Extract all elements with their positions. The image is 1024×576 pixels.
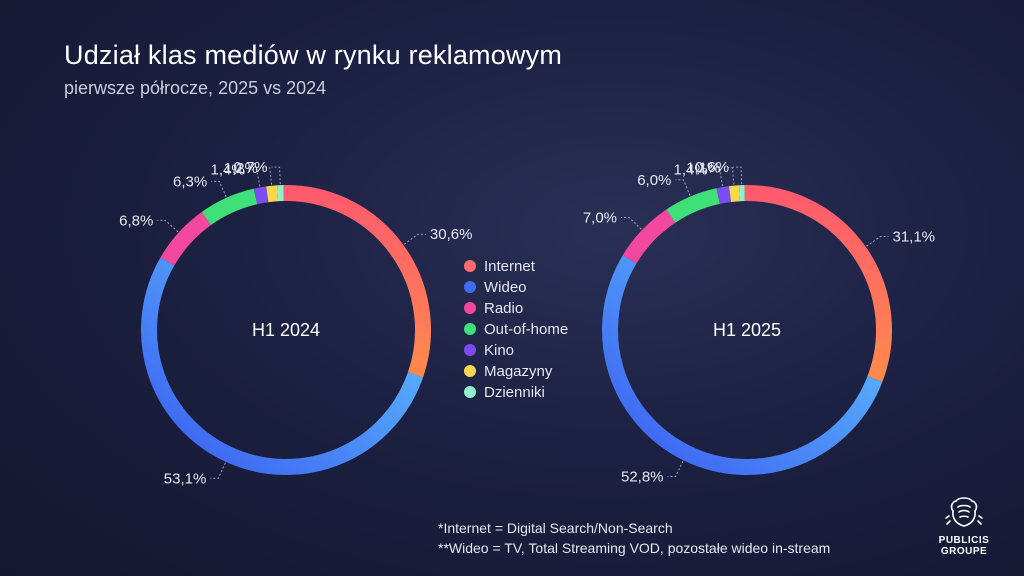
slice-internet	[744, 185, 892, 382]
legend-label-wideo: Wideo	[484, 279, 527, 296]
leader-line-dzienniki	[733, 166, 743, 185]
lion-icon	[945, 497, 983, 527]
data-label-wideo: 53,1%	[164, 470, 207, 487]
leader-line-kino	[248, 169, 261, 187]
leader-line-internet	[403, 233, 426, 245]
legend-marker-radio	[464, 302, 476, 314]
legend-label-dzienniki: Dzienniki	[484, 384, 545, 401]
legend-label-magazyny: Magazyny	[484, 363, 553, 380]
data-label-kino: 1,4%	[674, 161, 708, 178]
slice-wideo	[141, 257, 424, 475]
slice-magazyny	[729, 185, 740, 203]
data-label-out-of-home: 6,0%	[637, 172, 671, 189]
legend-marker-kino	[464, 344, 476, 356]
data-label-internet: 31,1%	[892, 228, 935, 245]
leader-line-radio	[157, 219, 179, 233]
chart-title: Udział klas mediów w rynku reklamowym	[64, 40, 563, 70]
leader-line-out-of-home	[675, 179, 691, 196]
data-label-internet: 30,6%	[430, 226, 473, 243]
legend-marker-wideo	[464, 281, 476, 293]
leader-line-wideo	[210, 462, 226, 479]
leader-line-dzienniki	[271, 166, 281, 185]
legend-marker-internet	[464, 260, 476, 272]
data-label-radio: 6,8%	[119, 212, 153, 229]
donut-chart-h1-2025: 31,1% 52,8% 7,0% 6,0%1,4%1,1%0,6% H1 2025	[583, 159, 935, 485]
slice-radio	[160, 211, 212, 266]
slice-radio	[622, 209, 676, 264]
leader-line-wideo	[667, 461, 684, 478]
data-label-wideo: 52,8%	[621, 469, 664, 486]
data-label-dzienniki: 0,6%	[695, 159, 729, 176]
legend-label-out-of-home: Out-of-home	[484, 321, 568, 338]
logo-text-publicis: PUBLICIS	[938, 535, 990, 546]
footnotes: *Internet = Digital Search/Non-Search **…	[438, 518, 830, 558]
publicis-groupe-logo: PUBLICIS GROUPE	[928, 496, 1000, 557]
leader-line-magazyny	[261, 167, 273, 185]
center-label: H1 2025	[713, 320, 781, 340]
leader-line-kino	[711, 168, 724, 187]
legend-label-internet: Internet	[484, 258, 536, 275]
center-label: H1 2024	[252, 320, 320, 340]
leader-line-internet	[866, 235, 889, 247]
data-label-magazyny: 1,2%	[224, 160, 258, 177]
slice-out-of-home	[666, 188, 721, 223]
slice-wideo	[602, 255, 883, 475]
legend-label-kino: Kino	[484, 342, 514, 359]
chart-subtitle: pierwsze półrocze, 2025 vs 2024	[64, 78, 327, 98]
leader-line-out-of-home	[211, 180, 227, 198]
legend-label-radio: Radio	[484, 300, 523, 317]
data-label-dzienniki: 0,7%	[233, 159, 267, 176]
leader-line-magazyny	[724, 167, 735, 185]
slice-internet	[283, 185, 431, 378]
legend-marker-magazyny	[464, 365, 476, 377]
footnote-wideo: **Wideo = TV, Total Streaming VOD, pozos…	[438, 540, 831, 556]
footnote-internet: *Internet = Digital Search/Non-Search	[438, 520, 673, 536]
legend-marker-out-of-home	[464, 323, 476, 335]
data-label-radio: 7,0%	[583, 210, 617, 227]
slice-magazyny	[266, 185, 279, 203]
data-label-kino: 1,4%	[211, 162, 245, 179]
logo-text-groupe: GROUPE	[940, 546, 988, 557]
slice-kino	[253, 186, 269, 205]
leader-line-radio	[621, 217, 642, 230]
data-label-magazyny: 1,1%	[686, 160, 720, 177]
data-label-out-of-home: 6,3%	[173, 173, 207, 190]
slice-kino	[716, 186, 732, 204]
slice-out-of-home	[201, 188, 258, 226]
chart-legend: Internet Wideo Radio Out-of-home Kino Magazyn…	[464, 258, 568, 401]
donut-chart-h1-2024: 30,6% 53,1% 6,8% 6,3%1,4%1,2%0,7% H1 2024	[119, 159, 472, 487]
legend-marker-dzienniki	[464, 386, 476, 398]
